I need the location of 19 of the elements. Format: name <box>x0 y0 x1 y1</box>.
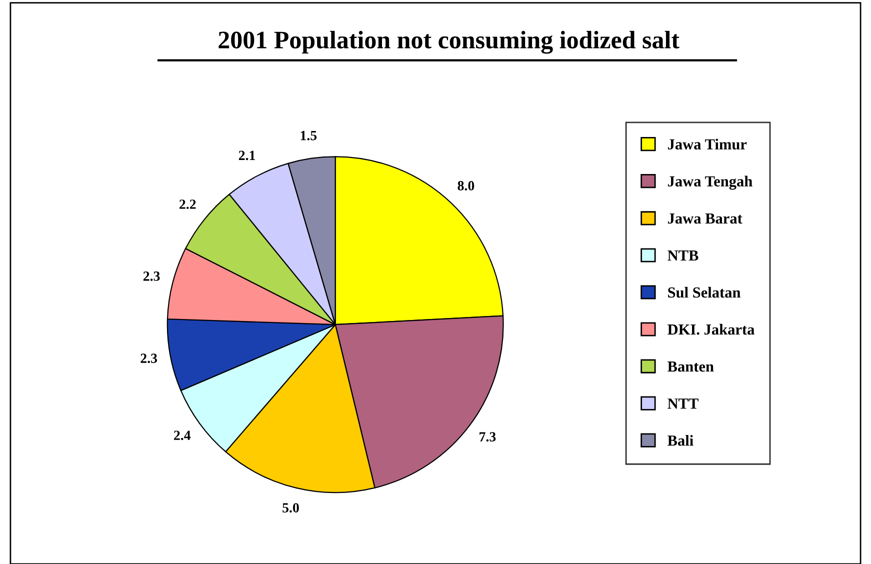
data-label: 2.4 <box>174 430 191 440</box>
legend-label: Jawa Tengah <box>668 176 752 190</box>
legend-label: NTB <box>668 250 698 261</box>
data-label: 5.0 <box>282 503 299 513</box>
data-label: 8.0 <box>458 181 474 190</box>
data-label: 2.2 <box>180 200 196 210</box>
chart-title: 2001 Population not consuming iodized salt <box>218 30 680 54</box>
data-label: 7.3 <box>480 432 496 442</box>
data-label: 2.3 <box>140 354 158 364</box>
data-label: 1.5 <box>300 130 317 140</box>
data-label: 2.3 <box>143 272 160 281</box>
legend-label: NTT <box>668 398 698 409</box>
legend-label: Bali <box>668 434 694 446</box>
legend-label: DKI. Jakarta <box>668 324 754 335</box>
legend-label: Sul Selatan <box>668 286 741 298</box>
legend-label: Jawa Timur <box>668 138 747 150</box>
data-label: 2.1 <box>238 150 255 160</box>
legend-label: Jawa Barat <box>668 213 742 224</box>
legend-label: Banten <box>668 362 714 372</box>
